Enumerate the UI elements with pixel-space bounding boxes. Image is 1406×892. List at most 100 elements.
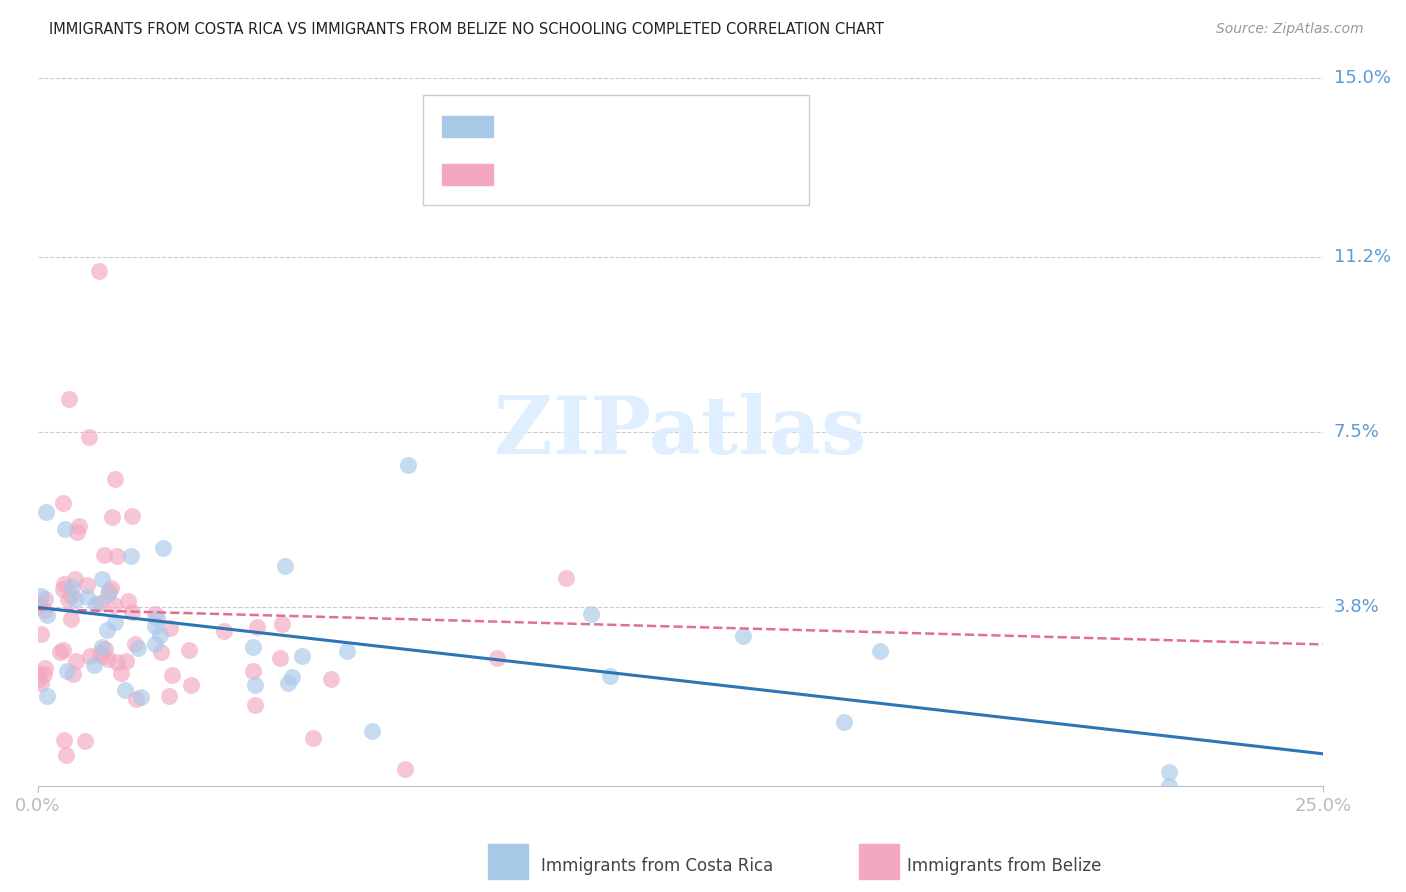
Point bbox=[869, 644, 891, 658]
Text: 7.5%: 7.5% bbox=[1334, 423, 1379, 441]
Text: Immigrants from Costa Rica: Immigrants from Costa Rica bbox=[541, 857, 773, 875]
Text: 11.2%: 11.2% bbox=[1334, 248, 1391, 266]
Point bbox=[94, 642, 117, 657]
Point bbox=[242, 640, 264, 654]
Point bbox=[832, 715, 855, 730]
Point bbox=[145, 607, 167, 622]
Point bbox=[91, 572, 114, 586]
Point bbox=[101, 510, 124, 524]
Point bbox=[56, 665, 79, 679]
Point bbox=[281, 670, 304, 684]
Point bbox=[37, 689, 59, 703]
Point bbox=[180, 678, 202, 692]
Point bbox=[121, 605, 143, 619]
Point bbox=[212, 624, 235, 638]
Point bbox=[159, 621, 181, 635]
Text: IMMIGRANTS FROM COSTA RICA VS IMMIGRANTS FROM BELIZE NO SCHOOLING COMPLETED CORR: IMMIGRANTS FROM COSTA RICA VS IMMIGRANTS… bbox=[49, 22, 884, 37]
Point bbox=[336, 643, 359, 657]
Point bbox=[34, 660, 56, 674]
Point bbox=[53, 522, 76, 536]
Point bbox=[242, 664, 264, 678]
Point bbox=[127, 640, 149, 655]
Text: 15.0%: 15.0% bbox=[1334, 69, 1391, 87]
Point bbox=[77, 429, 100, 443]
Point bbox=[52, 496, 75, 510]
Point bbox=[243, 698, 266, 712]
Point bbox=[149, 645, 172, 659]
Point bbox=[110, 665, 132, 680]
Point bbox=[63, 572, 86, 586]
Point bbox=[84, 597, 107, 611]
Point bbox=[554, 571, 576, 585]
Point bbox=[27, 598, 49, 612]
Point bbox=[157, 689, 180, 703]
Point bbox=[361, 723, 384, 738]
Point bbox=[35, 608, 58, 623]
Point bbox=[34, 591, 56, 606]
Point bbox=[179, 642, 201, 657]
Point bbox=[89, 596, 111, 610]
Point bbox=[60, 580, 83, 594]
Point bbox=[105, 549, 128, 564]
Point bbox=[30, 589, 52, 603]
Point bbox=[97, 652, 120, 666]
Point bbox=[63, 593, 86, 607]
Point bbox=[124, 637, 146, 651]
Point bbox=[104, 472, 127, 486]
Point bbox=[89, 646, 111, 660]
Point bbox=[302, 731, 325, 746]
Point bbox=[98, 583, 121, 598]
Point bbox=[58, 392, 80, 406]
Point bbox=[107, 655, 129, 669]
Point bbox=[486, 651, 509, 665]
Point bbox=[143, 637, 166, 651]
Point bbox=[1157, 779, 1180, 793]
Point bbox=[394, 762, 416, 776]
Point bbox=[1157, 764, 1180, 779]
Point bbox=[160, 668, 183, 682]
Point bbox=[152, 541, 174, 555]
Point bbox=[114, 654, 136, 668]
Point bbox=[52, 643, 75, 657]
Point bbox=[733, 629, 755, 643]
Point bbox=[97, 587, 120, 601]
Text: 3.8%: 3.8% bbox=[1334, 598, 1379, 615]
Point bbox=[579, 607, 602, 621]
Point bbox=[103, 599, 125, 613]
Point bbox=[121, 508, 143, 523]
Point bbox=[58, 591, 80, 606]
Text: Source: ZipAtlas.com: Source: ZipAtlas.com bbox=[1216, 22, 1364, 37]
Point bbox=[125, 692, 148, 706]
Point bbox=[73, 734, 96, 748]
Point bbox=[55, 747, 77, 762]
Point bbox=[149, 628, 172, 642]
Point bbox=[100, 581, 122, 595]
Point bbox=[76, 590, 98, 604]
Point bbox=[91, 649, 114, 664]
Point bbox=[269, 651, 291, 665]
Point bbox=[245, 678, 267, 692]
Point bbox=[52, 582, 75, 597]
Point bbox=[76, 578, 98, 592]
Point bbox=[143, 618, 166, 632]
Point bbox=[30, 626, 52, 640]
Point bbox=[277, 676, 299, 690]
Point bbox=[246, 620, 269, 634]
Point bbox=[90, 640, 112, 654]
Point bbox=[32, 603, 55, 617]
Point bbox=[83, 658, 105, 673]
Point bbox=[34, 667, 56, 681]
Point bbox=[274, 559, 297, 574]
Point bbox=[62, 666, 84, 681]
Point bbox=[66, 524, 89, 539]
Point bbox=[104, 615, 127, 630]
Text: ZIPatlas: ZIPatlas bbox=[494, 392, 866, 471]
Point bbox=[96, 623, 118, 637]
Point bbox=[89, 264, 111, 278]
Point bbox=[49, 645, 72, 659]
Point bbox=[59, 588, 82, 602]
Point bbox=[27, 672, 49, 686]
Point bbox=[599, 668, 621, 682]
Point bbox=[27, 666, 49, 681]
Point bbox=[319, 673, 342, 687]
